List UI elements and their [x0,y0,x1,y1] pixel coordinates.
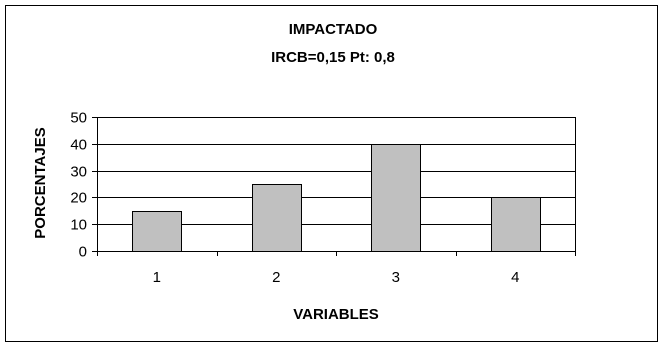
y-tick-label: 40 [70,137,87,154]
bar-3 [371,144,421,252]
bars [132,144,541,252]
axes [92,117,576,256]
chart-frame [5,5,658,342]
y-tick-label: 30 [70,164,87,181]
x-tick-labels: 1 2 3 4 [153,269,520,286]
y-tick-labels: 0 10 20 30 40 50 [70,110,87,261]
y-tick-label: 50 [70,110,87,127]
x-tick-label: 1 [153,269,161,286]
chart-title: IMPACTADO [289,21,378,38]
bar-2 [252,184,302,252]
y-tick-label: 10 [70,217,87,234]
x-tick-label: 4 [511,269,519,286]
y-tick-label: 0 [79,244,87,261]
x-axis-title: VARIABLES [293,306,379,323]
x-tick-label: 3 [392,269,400,286]
bar-1 [132,211,182,252]
x-tick-label: 2 [272,269,280,286]
bar-4 [491,197,541,252]
y-axis-title: PORCENTAJES [32,127,49,238]
y-tick-label: 20 [70,190,87,207]
chart-subtitle: IRCB=0,15 Pt: 0,8 [271,49,395,66]
